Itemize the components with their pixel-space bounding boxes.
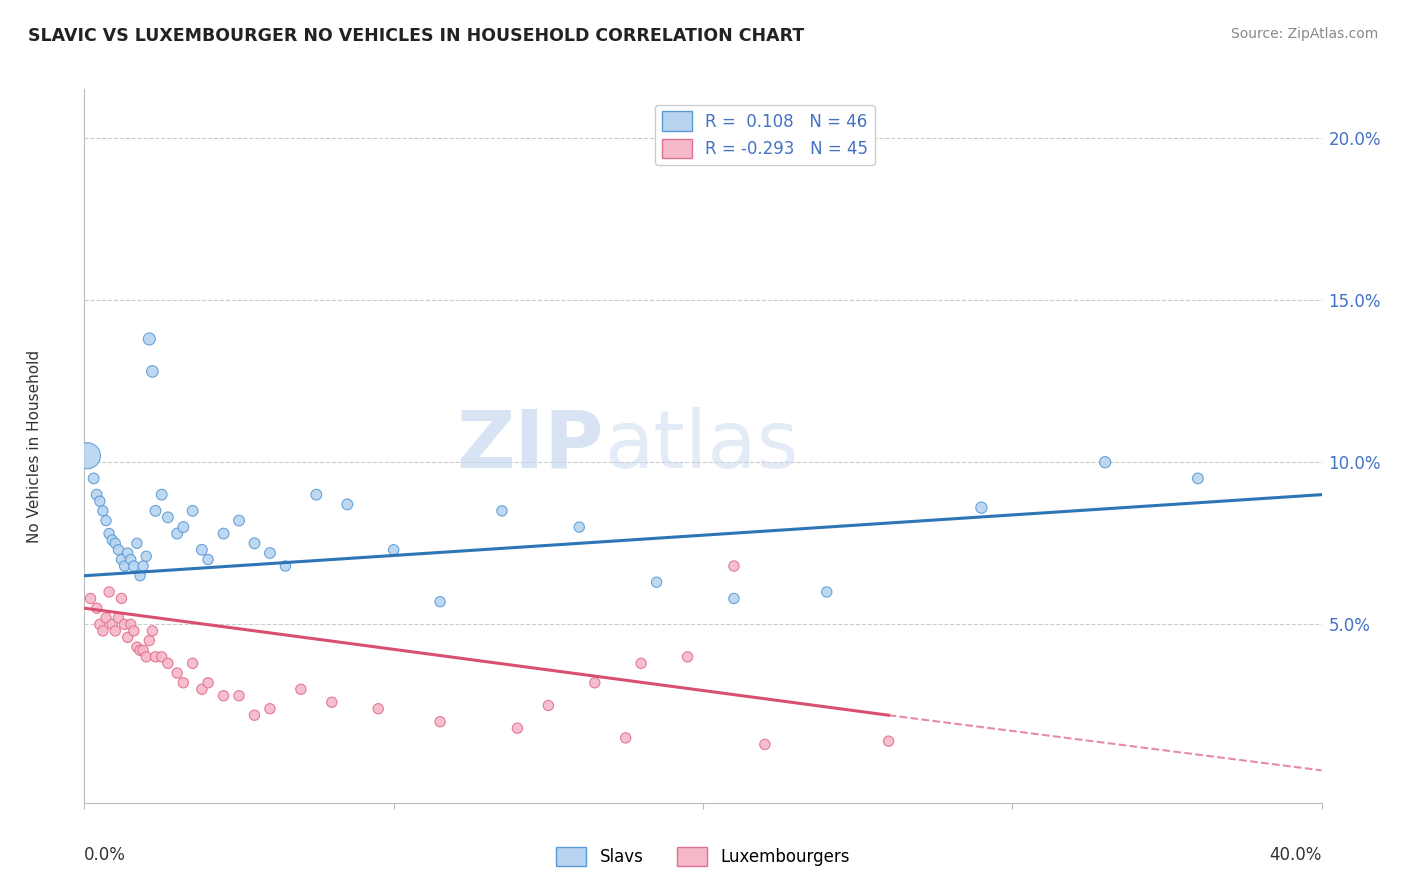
Point [228,689,250,703]
Text: No Vehicles in Household: No Vehicles in Household [27,350,42,542]
Point [506,721,529,735]
Point [274,559,297,574]
Text: 40.0%: 40.0% [1270,846,1322,863]
Point [382,542,405,557]
Point [89,617,111,632]
Point [98,526,121,541]
Point [138,332,160,346]
Point [166,526,188,541]
Point [723,591,745,606]
Text: SLAVIC VS LUXEMBOURGER NO VEHICLES IN HOUSEHOLD CORRELATION CHART: SLAVIC VS LUXEMBOURGER NO VEHICLES IN HO… [28,27,804,45]
Point [243,708,266,723]
Point [156,510,179,524]
Point [86,601,108,615]
Point [336,497,359,511]
Point [129,568,152,582]
Point [191,542,214,557]
Point [135,649,157,664]
Text: atlas: atlas [605,407,799,485]
Point [89,494,111,508]
Point [1187,471,1209,485]
Legend: Slavs, Luxembourgers: Slavs, Luxembourgers [550,840,856,873]
Point [166,666,188,681]
Point [132,559,155,574]
Point [212,689,235,703]
Point [94,611,117,625]
Point [156,657,179,671]
Point [107,542,129,557]
Text: Source: ZipAtlas.com: Source: ZipAtlas.com [1230,27,1378,41]
Point [107,611,129,625]
Point [98,585,121,599]
Point [723,559,745,574]
Point [150,649,173,664]
Point [321,695,343,709]
Point [122,559,145,574]
Point [135,549,157,564]
Point [172,520,194,534]
Point [212,526,235,541]
Point [290,682,312,697]
Point [150,488,173,502]
Point [122,624,145,638]
Point [970,500,993,515]
Point [138,633,160,648]
Point [83,471,105,485]
Point [181,504,204,518]
Point [91,504,114,518]
Point [125,640,148,654]
Point [94,514,117,528]
Point [101,617,124,632]
Point [191,682,214,697]
Point [117,546,139,560]
Point [117,631,139,645]
Text: 0.0%: 0.0% [84,846,127,863]
Point [172,675,194,690]
Point [429,595,451,609]
Point [110,591,132,606]
Point [76,449,98,463]
Point [676,649,699,664]
Point [132,643,155,657]
Point [145,649,167,664]
Point [243,536,266,550]
Point [181,657,204,671]
Point [141,364,163,378]
Point [305,488,328,502]
Point [754,738,776,752]
Point [537,698,560,713]
Point [259,702,281,716]
Point [141,624,163,638]
Point [125,536,148,550]
Point [568,520,591,534]
Point [259,546,281,560]
Point [630,657,652,671]
Point [101,533,124,547]
Point [197,552,219,566]
Point [645,575,668,590]
Point [145,504,167,518]
Point [614,731,637,745]
Point [1094,455,1116,469]
Point [114,559,136,574]
Point [110,552,132,566]
Point [120,617,142,632]
Point [91,624,114,638]
Point [86,488,108,502]
Point [129,643,152,657]
Point [877,734,900,748]
Point [429,714,451,729]
Point [79,591,101,606]
Point [228,514,250,528]
Text: ZIP: ZIP [457,407,605,485]
Point [114,617,136,632]
Point [197,675,219,690]
Point [583,675,606,690]
Point [815,585,838,599]
Point [491,504,513,518]
Point [104,624,127,638]
Point [120,552,142,566]
Point [367,702,389,716]
Point [104,536,127,550]
